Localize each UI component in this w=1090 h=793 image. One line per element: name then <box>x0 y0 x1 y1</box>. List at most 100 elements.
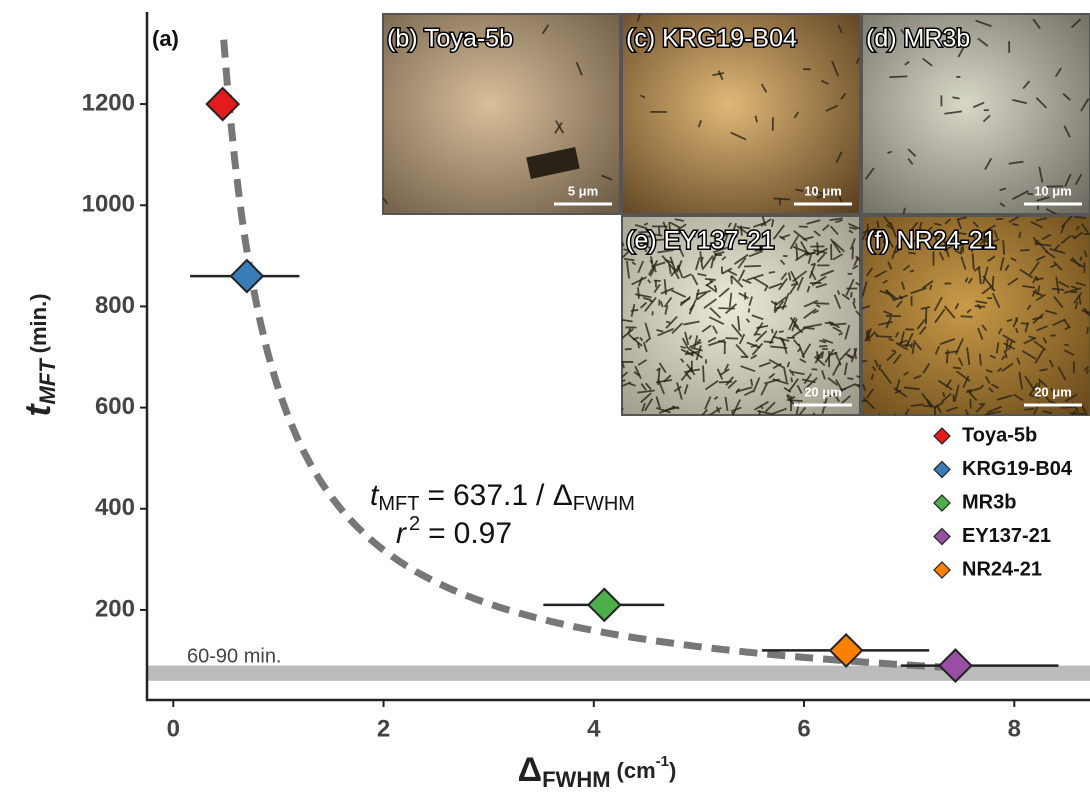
inclusion <box>624 259 634 260</box>
inset-image: (f) NR24-21 20 μm <box>857 216 1090 426</box>
inclusion <box>791 378 792 382</box>
scale-label: 20 μm <box>804 384 842 399</box>
inclusion <box>852 247 853 260</box>
legend-marker <box>934 462 950 478</box>
inset-label: (d) MR3b <box>866 25 970 53</box>
inclusion <box>923 406 935 407</box>
inclusion <box>774 198 791 199</box>
legend-marker <box>934 529 950 545</box>
inclusion <box>1083 234 1090 235</box>
inclusion <box>719 382 732 383</box>
inclusion <box>876 336 892 337</box>
fit-r2: r2=0.97 <box>396 513 512 550</box>
band-label: 60-90 min. <box>187 645 282 667</box>
eq-div: / Δ <box>536 479 573 512</box>
inclusion <box>1080 257 1081 261</box>
inclusion <box>1064 345 1069 346</box>
inclusion <box>953 367 961 368</box>
inclusion <box>973 253 974 269</box>
inclusion <box>812 369 818 370</box>
inclusion <box>1020 250 1029 251</box>
data-point <box>231 260 263 292</box>
inclusion <box>851 292 852 297</box>
legend-marker <box>934 428 950 444</box>
inclusion <box>631 310 638 311</box>
inset-image: (d) MR3b 10 μm <box>862 14 1090 221</box>
inclusion <box>749 308 750 312</box>
inclusion <box>1071 236 1076 237</box>
inclusion <box>947 350 948 364</box>
data-point <box>588 589 620 621</box>
inclusion <box>703 365 704 382</box>
data-point <box>207 88 239 120</box>
inclusion <box>1061 407 1076 408</box>
y-title-unit: (min.) <box>26 293 51 353</box>
inclusion <box>961 316 973 317</box>
fit-equation: tMFT=637.1/ ΔFWHM <box>370 479 635 515</box>
inclusion <box>638 287 639 298</box>
legend-marker <box>934 562 950 578</box>
x-tick-label: 2 <box>377 715 390 742</box>
inclusion <box>1019 232 1020 238</box>
eq-coefficient: 637.1 <box>453 479 528 512</box>
inclusion <box>1021 323 1029 324</box>
inclusion <box>1036 278 1044 279</box>
inclusion <box>819 346 827 347</box>
x-title-sup: -1 <box>656 753 669 770</box>
legend-label: NR24-21 <box>962 558 1042 580</box>
scale-label: 10 μm <box>804 183 842 198</box>
inclusion <box>1006 339 1007 351</box>
inclusion <box>926 308 927 324</box>
x-title-sub: FWHM <box>542 767 610 792</box>
inclusion <box>980 354 981 366</box>
inset-image: (c) KRG19-B04 10 μm <box>622 14 860 214</box>
eq-equals: = <box>427 479 445 512</box>
y-tick-label: 1000 <box>82 191 135 218</box>
inset-image: (e) EY137-21 20 μm <box>611 216 869 428</box>
inset-label: (e) EY137-21 <box>626 227 775 255</box>
inclusion <box>705 279 716 280</box>
inclusion <box>1016 318 1017 322</box>
inclusion <box>911 343 912 348</box>
inset-image: (b) Toya-5b 5 μm <box>383 14 620 214</box>
inclusion <box>1024 409 1033 410</box>
x-tick-label: 8 <box>1008 715 1021 742</box>
y-tick-label: 600 <box>95 393 135 420</box>
x-axis-title: ΔFWHM(cm-1) <box>518 751 677 792</box>
x-tick-label: 4 <box>587 715 601 742</box>
inset-label: (b) Toya-5b <box>387 25 513 53</box>
inclusion <box>814 303 829 304</box>
inclusion <box>1027 194 1033 195</box>
x-title-symbol: Δ <box>518 751 542 789</box>
inclusion <box>779 331 784 332</box>
inclusion <box>772 329 773 333</box>
inclusion <box>1003 240 1004 255</box>
inclusion <box>796 243 797 259</box>
inclusion <box>666 321 670 322</box>
scale-label: 20 μm <box>1034 384 1072 399</box>
y-tick-label: 400 <box>95 494 135 521</box>
inset-label: (c) KRG19-B04 <box>626 25 797 53</box>
y-title-sub: MFT <box>35 358 60 405</box>
inclusion <box>731 276 732 284</box>
x-tick-label: 0 <box>167 715 180 742</box>
inclusion <box>889 76 907 77</box>
y-tick-label: 200 <box>95 595 135 622</box>
panel-label: (a) <box>152 26 179 51</box>
legend-marker <box>934 495 950 511</box>
inclusion <box>1087 327 1088 334</box>
scale-label: 10 μm <box>1034 183 1072 198</box>
r2-equals: = <box>428 517 446 550</box>
scale-label: 5 μm <box>568 183 598 198</box>
eq-den-sub: FWHM <box>573 493 635 515</box>
x-tick-label: 6 <box>797 715 810 742</box>
figure: 60-90 min. (b) Toya-5b 5 μm (c) KRG19-B04 10… <box>0 0 1090 793</box>
inclusion <box>805 253 815 254</box>
inclusion <box>892 350 896 351</box>
r2-symbol: r <box>396 517 407 550</box>
y-tick-label: 1200 <box>82 89 135 116</box>
legend-label: Toya-5b <box>962 424 1037 446</box>
inclusion <box>817 242 818 255</box>
inset-label: (f) NR24-21 <box>866 227 997 255</box>
legend-label: KRG19-B04 <box>962 458 1073 480</box>
